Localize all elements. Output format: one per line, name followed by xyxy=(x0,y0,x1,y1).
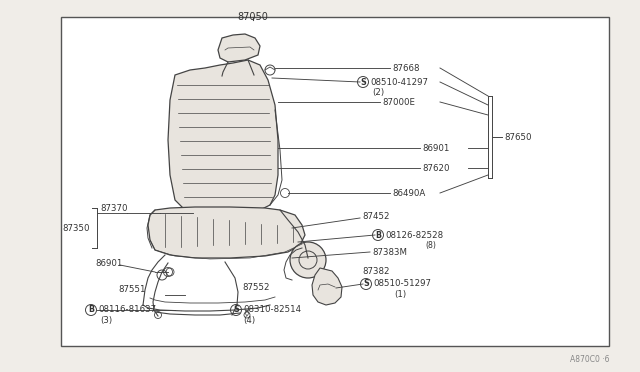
Text: B: B xyxy=(375,231,381,240)
Text: 87551: 87551 xyxy=(118,285,145,295)
Text: 86490A: 86490A xyxy=(392,189,425,198)
Text: (8): (8) xyxy=(425,241,436,250)
Text: 87000E: 87000E xyxy=(382,97,415,106)
Text: 87382: 87382 xyxy=(362,267,390,276)
Text: (2): (2) xyxy=(372,87,384,96)
Circle shape xyxy=(290,242,326,278)
Text: 87650: 87650 xyxy=(504,132,531,141)
Text: 08126-82528: 08126-82528 xyxy=(385,231,443,240)
Text: (3): (3) xyxy=(100,315,112,324)
Text: 08116-81637: 08116-81637 xyxy=(98,305,156,314)
Polygon shape xyxy=(218,34,260,62)
Text: 87620: 87620 xyxy=(422,164,449,173)
Text: 87350: 87350 xyxy=(62,224,90,232)
Text: 86901: 86901 xyxy=(422,144,449,153)
Text: (1): (1) xyxy=(394,289,406,298)
Text: S: S xyxy=(363,279,369,289)
Text: 08310-82514: 08310-82514 xyxy=(243,305,301,314)
Text: A870C0 ·6: A870C0 ·6 xyxy=(570,356,610,365)
Polygon shape xyxy=(148,207,305,258)
Text: S: S xyxy=(360,77,366,87)
Text: 87552: 87552 xyxy=(242,283,269,292)
Text: 87050: 87050 xyxy=(237,12,268,22)
Text: B: B xyxy=(88,305,94,314)
Text: (4): (4) xyxy=(243,315,255,324)
Text: S: S xyxy=(233,305,239,314)
Text: 87370: 87370 xyxy=(100,203,127,212)
Text: 87668: 87668 xyxy=(392,64,419,73)
Text: 86901: 86901 xyxy=(95,259,122,267)
Bar xyxy=(61,17,609,346)
Text: 87383M: 87383M xyxy=(372,247,407,257)
Polygon shape xyxy=(168,60,278,215)
Text: 87452: 87452 xyxy=(362,212,390,221)
Text: 08510-51297: 08510-51297 xyxy=(373,279,431,289)
Polygon shape xyxy=(312,268,342,305)
Text: 08510-41297: 08510-41297 xyxy=(370,77,428,87)
